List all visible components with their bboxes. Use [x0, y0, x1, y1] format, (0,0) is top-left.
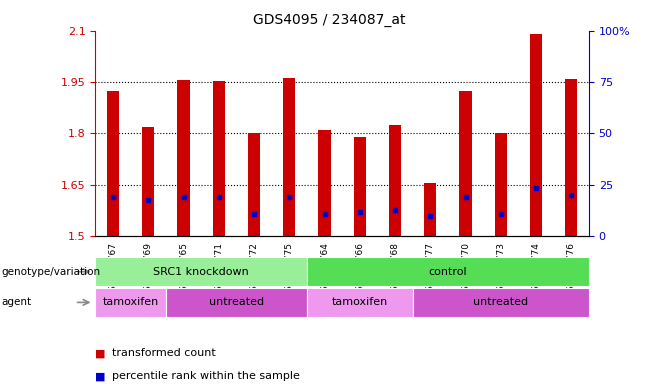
Bar	[565, 79, 578, 236]
Text: tamoxifen: tamoxifen	[332, 297, 388, 308]
Bar	[318, 130, 331, 236]
Bar	[95, 288, 166, 317]
Bar	[142, 127, 155, 236]
Text: percentile rank within the sample: percentile rank within the sample	[112, 371, 300, 381]
Bar	[95, 257, 307, 286]
Bar	[166, 288, 307, 317]
Bar	[307, 257, 589, 286]
Bar	[495, 133, 507, 236]
Bar	[459, 91, 472, 236]
Text: genotype/variation: genotype/variation	[1, 266, 101, 277]
Bar	[248, 133, 260, 236]
Bar	[353, 137, 366, 236]
Text: untreated: untreated	[473, 297, 528, 308]
Bar	[530, 34, 542, 236]
Bar	[283, 78, 295, 236]
Text: agent: agent	[1, 297, 32, 308]
Text: untreated: untreated	[209, 297, 264, 308]
Bar	[424, 183, 436, 236]
Text: tamoxifen: tamoxifen	[103, 297, 159, 308]
Text: SRC1 knockdown: SRC1 knockdown	[153, 266, 249, 277]
Text: ■: ■	[95, 371, 106, 381]
Bar	[213, 81, 225, 236]
Text: GDS4095 / 234087_at: GDS4095 / 234087_at	[253, 13, 405, 27]
Text: transformed count: transformed count	[112, 348, 216, 358]
Bar	[178, 80, 190, 236]
Text: control: control	[428, 266, 467, 277]
Bar	[107, 91, 119, 236]
Bar	[413, 288, 589, 317]
Text: ■: ■	[95, 348, 106, 358]
Bar	[389, 125, 401, 236]
Bar	[307, 288, 413, 317]
